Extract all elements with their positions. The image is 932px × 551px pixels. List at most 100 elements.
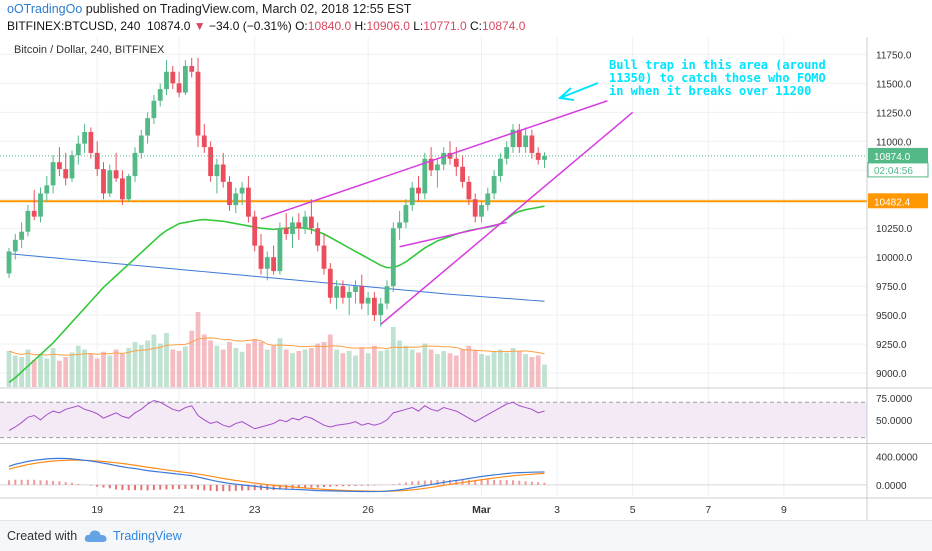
volume-bar [176,351,182,387]
created-with-text: Created with [7,529,78,543]
candle [516,123,522,153]
candle-body [479,205,484,217]
volume-bar [460,349,465,387]
candle-body [309,216,314,229]
candle-body [107,170,113,194]
candle-body [201,135,207,148]
candle-body [164,71,169,90]
candle [309,199,314,235]
candle-body [252,216,258,246]
candle [359,274,365,310]
candle [390,222,396,292]
price-tick-label: 11000.0 [876,137,912,148]
candle-body [113,170,119,179]
volume-bar [82,349,87,387]
candle [460,155,465,188]
price-tick-label: 9750.0 [876,282,907,293]
candle [535,147,541,165]
volume-bar [466,345,472,387]
volume-bar [529,357,535,387]
volume-bar [252,339,258,387]
volume-bar [25,349,31,387]
volume-ma-line [8,337,545,356]
volume-bar [397,340,402,387]
candle-body [460,166,465,182]
candle [113,152,119,182]
candle [101,162,106,200]
candle-body [353,286,358,292]
candle [372,291,377,321]
candle [258,234,264,275]
volume-bar [403,345,409,387]
candle [120,170,125,206]
volume-bar [57,360,62,387]
candle [201,123,207,153]
candle [6,247,12,279]
candle [138,129,144,159]
candle-body [88,132,94,153]
candle-body [69,155,75,179]
volume-bar [264,349,270,387]
candle-body [120,178,125,200]
volume-bar [283,349,289,387]
volume-bar [390,327,396,387]
volume-bar [38,354,43,387]
candle-body [189,65,195,72]
volume-bar [120,354,125,387]
candle-body [94,152,100,170]
chart-area[interactable]: Bull trap in this area (around 11350) to … [0,37,932,520]
volume-bar [479,354,484,387]
close-label: C: [469,19,482,33]
time-tick-label: 9 [781,504,787,516]
candle [498,152,503,182]
candle-body [372,297,377,316]
tradingview-link[interactable]: TradingView [113,529,182,543]
candle-body [523,135,528,148]
candle-body [25,210,31,232]
volume-bar [195,312,201,387]
high-value: 10906.0 [366,19,410,33]
candle [479,201,484,223]
volume-bar [151,334,157,387]
candle [264,251,270,281]
price-tick-label: 9250.0 [876,340,907,351]
volume-bar [346,351,352,387]
volume-bar [453,355,459,387]
volume-bar [296,351,302,387]
candle-body [208,147,213,177]
tradingview-cloud-icon[interactable] [84,529,108,543]
change-arrow: ▼ [193,19,206,33]
volume-bar [523,354,528,387]
price-tick-label: 9000.0 [876,369,907,380]
volume-bar [277,338,283,387]
volume-bar [409,349,415,387]
time-tick-label: 7 [705,504,711,516]
annotation-arrow-shaft [559,82,599,99]
candle-body [315,228,321,246]
candle-body [75,143,81,156]
candle-body [50,162,56,186]
candle-body [220,164,226,182]
rsi-tick-label: 50.0000 [876,416,913,427]
candle [145,112,150,144]
candle [176,71,182,98]
candle [183,60,188,95]
candle-body [498,158,503,177]
last-price: 10874.0 [147,19,191,33]
candle-body [441,152,447,165]
candle [170,65,176,90]
volume-bar [447,353,453,387]
volume-bar [258,342,264,387]
candle-body [403,205,409,223]
candle-body [176,83,182,93]
candle-body [334,286,339,298]
candle-body [491,176,497,194]
candle-body [302,216,308,229]
candle [94,141,100,177]
volume-bar [535,355,541,387]
time-tick-label: 5 [630,504,636,516]
volume-bar [340,353,346,387]
author-link[interactable]: oOTradingOo [7,2,83,16]
chart-background [0,37,932,520]
candle-body [435,164,440,171]
